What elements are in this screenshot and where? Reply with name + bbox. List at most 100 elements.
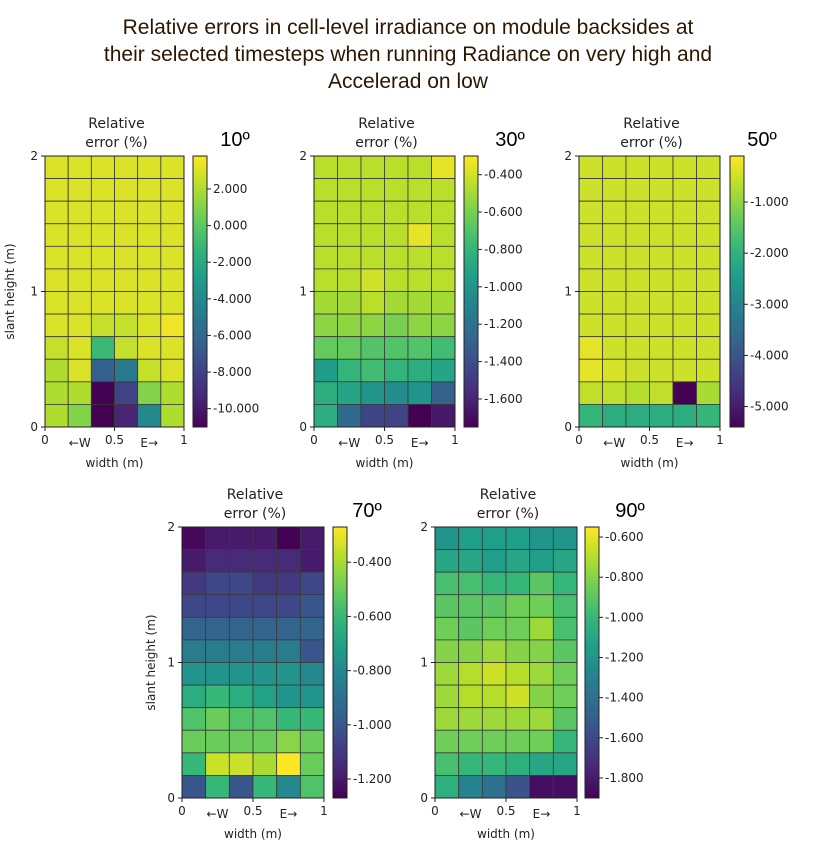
heatmap-cell (181, 616, 207, 641)
heatmap-cell (360, 268, 385, 292)
heatmap-cell (337, 155, 362, 179)
heatmap-cell (529, 549, 554, 573)
x-tick-label: 0.5 (640, 433, 659, 447)
x-tick-label: E→ (533, 807, 551, 821)
heatmap-cell (90, 200, 115, 225)
figure-title: Relative errors in cell-level irradiance… (104, 16, 712, 93)
heatmap-cell (625, 268, 650, 292)
heatmap-cell (160, 155, 185, 179)
heatmap-cell (578, 336, 603, 360)
heatmap-cell (252, 639, 278, 663)
heatmap-cell (360, 200, 385, 225)
heatmap-cell (337, 381, 362, 405)
heatmap-cell (529, 752, 554, 776)
heatmap-cell (434, 662, 460, 686)
heatmap-cell (337, 291, 362, 315)
heatmap-cell (181, 775, 207, 799)
heatmap-cell (44, 178, 69, 202)
panel-angle-label: 70º (352, 500, 382, 522)
heatmap-cell (672, 404, 697, 428)
heatmap-cell (228, 616, 254, 641)
heatmap-cell (160, 313, 185, 338)
heatmap-cell (529, 684, 554, 709)
colorbar-tick-label: -4.000 (750, 348, 789, 362)
colorbar-title-line-1: Relative (480, 487, 536, 503)
heatmap-cell (696, 200, 721, 225)
colorbar-title-line-1: Relative (623, 116, 679, 132)
heatmap-cell (552, 616, 578, 641)
y-tick-label: 1 (30, 285, 38, 299)
heatmap-cell (137, 313, 162, 338)
colorbar-tick-label: -1.200 (484, 317, 523, 331)
heatmap-cell (90, 155, 115, 179)
heatmap-cell (44, 245, 69, 270)
heatmap-cell (360, 155, 385, 179)
x-tick-label: ←W (69, 436, 91, 450)
heatmap-cell (205, 752, 230, 776)
heatmap-cell (481, 594, 507, 618)
heatmap-cell (137, 291, 162, 315)
colorbar-tick-label: -1.000 (484, 280, 523, 294)
heatmap-cell (313, 336, 338, 360)
x-tick-label: 0.5 (243, 804, 262, 818)
heatmap-cell (181, 549, 207, 573)
heatmap-cell (407, 155, 432, 179)
heatmap-cell (696, 381, 721, 405)
heatmap-cell (360, 358, 385, 383)
x-tick-label: 0 (431, 804, 439, 818)
heatmap-cell (252, 752, 278, 776)
heatmap-cell (205, 616, 230, 641)
heatmap-cell (384, 268, 409, 292)
heatmap-cell (114, 291, 139, 315)
heatmap-cell (276, 684, 301, 709)
heatmap-cell (313, 404, 338, 428)
heatmap-cell (337, 268, 362, 292)
heatmap-cell (44, 336, 69, 360)
heatmap-cell (529, 729, 554, 754)
heatmap-cell (407, 291, 432, 315)
heatmap-cell (299, 684, 325, 709)
heatmap-cell (602, 200, 627, 225)
heatmap-cell (384, 155, 409, 179)
heatmap-cell (205, 684, 230, 709)
x-tick-label: E→ (676, 436, 694, 450)
heatmap-cell (529, 526, 554, 550)
colorbar-tick-label: -0.800 (484, 242, 523, 256)
heatmap-cell (337, 313, 362, 338)
colorbar-tick-label: -1.600 (484, 392, 523, 406)
heatmap-cell (431, 178, 456, 202)
heatmap-cell (114, 178, 139, 202)
heatmap-cell (434, 594, 460, 618)
heatmap-cell (434, 752, 460, 776)
heatmap-cell (578, 404, 603, 428)
heatmap-cell (299, 616, 325, 641)
colorbar-title-line-2: error (%) (355, 135, 418, 151)
heatmap-cell (67, 245, 92, 270)
x-tick-label: E→ (411, 436, 429, 450)
heatmap-cell (67, 358, 92, 383)
colorbar-tick-label: -5.000 (750, 400, 789, 414)
y-tick-label: 2 (564, 149, 572, 163)
heatmap-cell (505, 616, 531, 641)
heatmap-cell (205, 594, 230, 618)
heatmap-cell (481, 729, 507, 754)
heatmap-cell (529, 594, 554, 618)
heatmap-cell (625, 381, 650, 405)
heatmap-cell (114, 200, 139, 225)
heatmap-cell (384, 336, 409, 360)
heatmap-cell (337, 358, 362, 383)
heatmap-cell (299, 775, 325, 799)
heatmap-cell (625, 178, 650, 202)
heatmap-cell (481, 775, 507, 799)
heatmap-cell (67, 178, 92, 202)
heatmap-cell (434, 729, 460, 754)
heatmap-cell (384, 223, 409, 247)
heatmap-cell (434, 549, 460, 573)
heatmap-cell (458, 662, 483, 686)
heatmap-cell (90, 291, 115, 315)
heatmap-cell (252, 729, 278, 754)
heatmap-cell (384, 245, 409, 270)
heatmap-cell (205, 729, 230, 754)
heatmap-cell (276, 571, 301, 596)
heatmap-cell (672, 245, 697, 270)
